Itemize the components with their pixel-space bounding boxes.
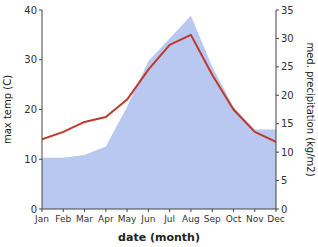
x-tick-label: Apr <box>98 214 114 224</box>
x-axis-line <box>42 209 276 210</box>
y-tick-label: 20 <box>24 104 37 115</box>
y-tick <box>39 159 42 160</box>
y2-axis-label: med. precipitation (kg/m2) <box>305 42 316 176</box>
chart-container: JanFebMarAprMayJunJulAugSepOctNovDec0102… <box>0 0 318 247</box>
x-tick-label: Sep <box>204 214 221 224</box>
x-tick-label: Dec <box>267 214 284 224</box>
x-tick-label: Nov <box>246 214 264 224</box>
y-tick <box>39 209 42 210</box>
x-tick <box>148 209 149 212</box>
y2-tick <box>276 38 279 39</box>
x-tick <box>190 209 191 212</box>
x-tick-label: Jun <box>140 214 155 224</box>
y2-tick-label: 0 <box>281 204 287 215</box>
y-tick-label: 10 <box>24 154 37 165</box>
x-tick <box>254 209 255 212</box>
x-tick-label: Aug <box>182 214 200 224</box>
y-tick <box>39 10 42 11</box>
temperature-line <box>42 35 276 142</box>
x-tick <box>127 209 128 212</box>
x-tick-label: Jan <box>34 214 49 224</box>
y2-tick <box>276 180 279 181</box>
precipitation-area <box>42 16 276 209</box>
y-tick-label: 0 <box>31 204 37 215</box>
y2-tick <box>276 209 279 210</box>
y-tick-label: 30 <box>24 54 37 65</box>
x-tick <box>63 209 64 212</box>
y2-tick-label: 25 <box>281 61 294 72</box>
x-tick <box>84 209 85 212</box>
x-tick-label: May <box>118 214 137 224</box>
y-tick-label: 40 <box>24 5 37 16</box>
y2-tick-label: 15 <box>281 118 294 129</box>
y2-tick-label: 10 <box>281 147 294 158</box>
x-tick <box>169 209 170 212</box>
x-tick-label: Jul <box>163 214 175 224</box>
y2-tick <box>276 66 279 67</box>
x-tick <box>212 209 213 212</box>
y-tick <box>39 109 42 110</box>
chart: JanFebMarAprMayJunJulAugSepOctNovDec0102… <box>0 0 318 247</box>
y2-tick <box>276 10 279 11</box>
y-axis-label: max temp (C) <box>2 75 13 144</box>
y2-tick-label: 30 <box>281 33 294 44</box>
y2-tick-label: 20 <box>281 90 294 101</box>
plot-area <box>42 16 276 209</box>
y2-axis-line <box>276 10 277 209</box>
y2-tick-label: 5 <box>281 175 287 186</box>
y2-tick-label: 35 <box>281 5 294 16</box>
x-tick <box>105 209 106 212</box>
axes: JanFebMarAprMayJunJulAugSepOctNovDec0102… <box>24 5 293 225</box>
y2-tick <box>276 123 279 124</box>
y2-tick <box>276 95 279 96</box>
y2-tick <box>276 152 279 153</box>
x-tick-label: Feb <box>55 214 71 224</box>
x-tick-label: Oct <box>226 214 242 224</box>
x-tick-label: Mar <box>76 214 93 224</box>
y-tick <box>39 59 42 60</box>
x-tick <box>233 209 234 212</box>
x-axis-label: date (month) <box>118 231 200 244</box>
